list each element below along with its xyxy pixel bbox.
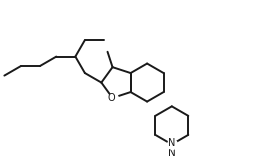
Text: N: N xyxy=(168,138,175,148)
Text: N: N xyxy=(168,148,176,158)
Text: O: O xyxy=(107,93,115,103)
